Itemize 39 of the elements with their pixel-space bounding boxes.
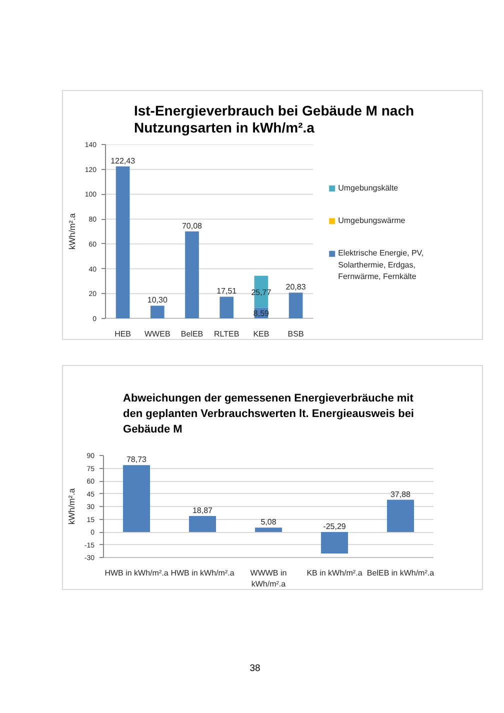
data-label: 10,30 <box>147 296 168 305</box>
x-tick-label: KB in kWh/m².a <box>306 568 363 578</box>
chart-title: Abweichungen der gemessenen Energieverbräuche mit den geplanten Verbrauchswerten lt. Energieausweis bei Gebäude M <box>123 392 414 436</box>
data-label: 122,43 <box>110 156 136 166</box>
data-label: 17,51 <box>216 286 238 296</box>
bar <box>116 166 130 318</box>
bar <box>320 532 348 554</box>
x-tick-label: HEB <box>114 330 132 338</box>
y-axis-title: kWh/m².a <box>66 213 77 250</box>
bar <box>386 500 414 532</box>
x-tick-label: BelEB <box>180 330 204 338</box>
bar <box>288 292 303 318</box>
data-label: 18,87 <box>192 506 214 515</box>
text: 38 <box>250 662 260 676</box>
data-label: 70,08 <box>182 221 203 230</box>
data-label: 37,88 <box>390 490 412 499</box>
x-tick-label: WWWB in kWh/m².a <box>250 568 287 588</box>
data-label: 5,08 <box>260 518 277 527</box>
data-label: 78,73 <box>126 455 148 464</box>
x-tick-label: KEB <box>253 330 270 338</box>
legend-label: Umgebungswärme <box>338 216 406 225</box>
bar <box>254 528 282 532</box>
bar <box>220 296 234 318</box>
data-label: -25,29 <box>323 522 346 531</box>
legend-label: Umgebungskälte <box>338 183 399 192</box>
x-tick-label: BelEB in kWh/m².a <box>366 568 435 578</box>
legend-label: Elektrische Energie, PV, Solarthermie, Erdgas, Fernwärme, Fernkälte <box>338 248 424 282</box>
x-tick-label: RLTEB <box>214 330 240 338</box>
x-tick-label: WWEB <box>144 330 170 338</box>
data-label: 20,83 <box>286 282 306 292</box>
y-axis-title: kWh/m².a <box>66 488 76 525</box>
bar <box>122 465 150 532</box>
x-tick-label: HWB in kWh/m².a <box>170 568 235 578</box>
x-tick-label: BSB <box>288 330 304 338</box>
x-tick-label: HWB in kWh/m².a <box>104 568 169 578</box>
chart-title: Ist-Energieverbrauch bei Gebäude M nach Nutzungsarten in kWh/m².a <box>134 102 414 136</box>
bar <box>150 306 164 318</box>
bar <box>185 231 199 318</box>
bar <box>188 516 216 532</box>
